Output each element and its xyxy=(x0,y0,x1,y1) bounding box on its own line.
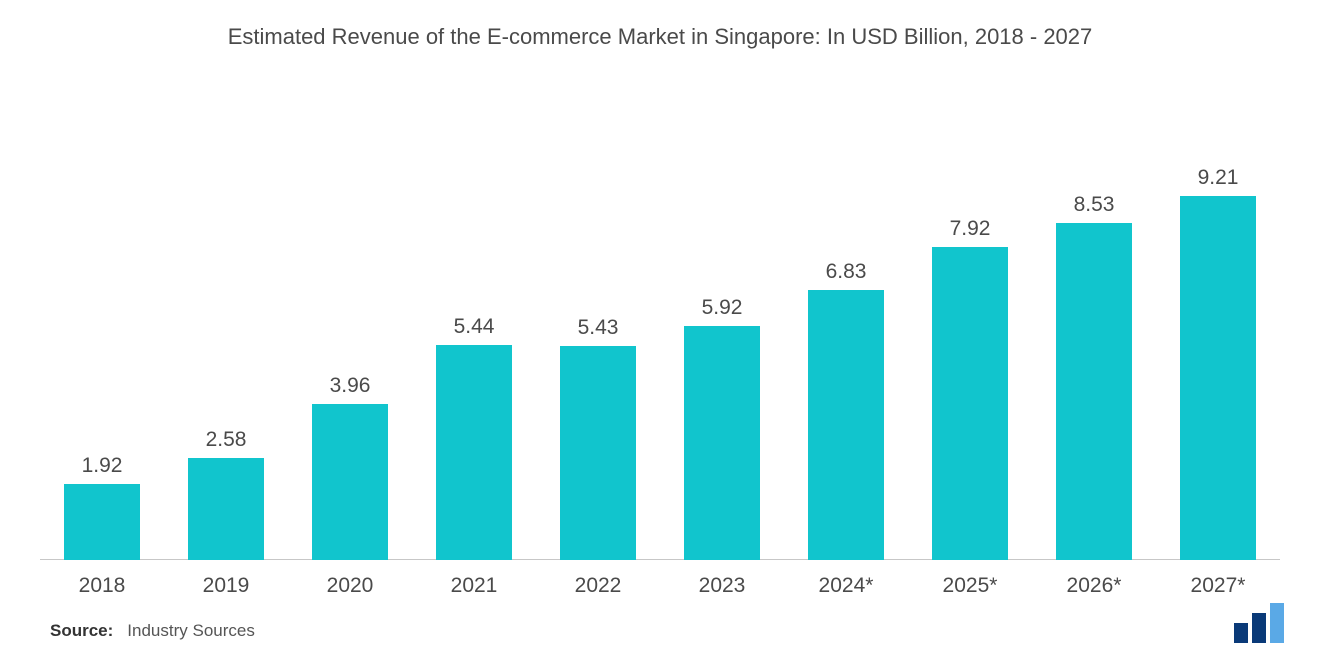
bar-slot: 5.43 xyxy=(536,316,660,560)
bar-value-label: 1.92 xyxy=(82,454,123,478)
x-axis-labels: 2018201920202021202220232024*2025*2026*2… xyxy=(40,574,1280,598)
bar-rect xyxy=(64,484,141,560)
bar-rect xyxy=(312,404,389,560)
logo-bar xyxy=(1234,623,1248,643)
bar-slot: 9.21 xyxy=(1156,166,1280,560)
bar-slot: 6.83 xyxy=(784,260,908,560)
x-axis-label: 2020 xyxy=(288,574,412,598)
bar-value-label: 8.53 xyxy=(1074,193,1115,217)
brand-logo xyxy=(1234,603,1290,643)
bar-slot: 7.92 xyxy=(908,217,1032,560)
bar-value-label: 5.43 xyxy=(578,316,619,340)
logo-bar xyxy=(1252,613,1266,643)
x-axis-label: 2025* xyxy=(908,574,1032,598)
x-axis-label: 2026* xyxy=(1032,574,1156,598)
bar-rect xyxy=(436,345,513,560)
plot-area: 1.92 2.58 3.96 5.44 5.43 5.92 6.83 7.92 8.53 9.21 xyxy=(40,90,1280,560)
source-label: Source: xyxy=(50,621,113,641)
bars-group: 1.92 2.58 3.96 5.44 5.43 5.92 6.83 7.92 8.53 9.21 xyxy=(40,90,1280,560)
x-axis-label: 2018 xyxy=(40,574,164,598)
x-axis-label: 2027* xyxy=(1156,574,1280,598)
bar-rect xyxy=(560,346,637,560)
bar-rect xyxy=(1180,196,1257,560)
bar-slot: 5.92 xyxy=(660,296,784,560)
x-axis-label: 2023 xyxy=(660,574,784,598)
bar-slot: 3.96 xyxy=(288,374,412,560)
bar-value-label: 6.83 xyxy=(826,260,867,284)
x-axis-label: 2019 xyxy=(164,574,288,598)
bar-value-label: 2.58 xyxy=(206,428,247,452)
bar-slot: 8.53 xyxy=(1032,193,1156,560)
bar-rect xyxy=(188,458,265,560)
x-axis-label: 2022 xyxy=(536,574,660,598)
chart-container: Estimated Revenue of the E-commerce Mark… xyxy=(0,0,1320,665)
chart-title: Estimated Revenue of the E-commerce Mark… xyxy=(0,24,1320,50)
source-line: Source: Industry Sources xyxy=(50,621,255,641)
logo-bar xyxy=(1270,603,1284,643)
bar-slot: 1.92 xyxy=(40,454,164,560)
bar-rect xyxy=(808,290,885,560)
bar-rect xyxy=(932,247,1009,560)
x-axis-label: 2021 xyxy=(412,574,536,598)
bar-value-label: 5.92 xyxy=(702,296,743,320)
x-axis-label: 2024* xyxy=(784,574,908,598)
bar-value-label: 5.44 xyxy=(454,315,495,339)
bar-slot: 2.58 xyxy=(164,428,288,560)
bar-value-label: 7.92 xyxy=(950,217,991,241)
bar-rect xyxy=(684,326,761,560)
bar-rect xyxy=(1056,223,1133,560)
bar-value-label: 9.21 xyxy=(1198,166,1239,190)
bar-slot: 5.44 xyxy=(412,315,536,560)
brand-logo-svg xyxy=(1234,603,1290,643)
source-value: Industry Sources xyxy=(127,621,255,641)
bar-value-label: 3.96 xyxy=(330,374,371,398)
